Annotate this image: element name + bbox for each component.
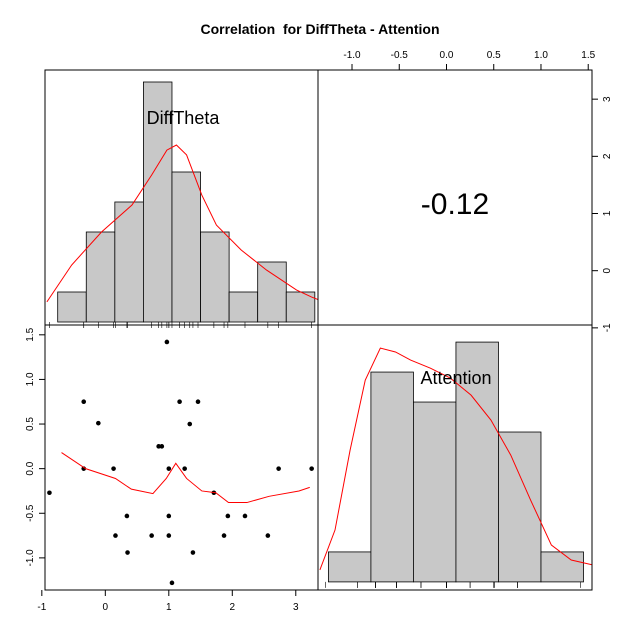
x2-tick-label: 0.5 <box>487 50 501 61</box>
y2-tick-label: 2 <box>602 153 613 159</box>
panel-frame <box>44 324 319 591</box>
histogram-bar <box>540 551 584 583</box>
histogram-bar <box>257 261 287 323</box>
scatter-point <box>96 420 101 426</box>
y2-tick-label: 0 <box>602 267 613 273</box>
y-tick-label: -0.5 <box>25 504 36 522</box>
scatter-point <box>81 399 87 405</box>
scatter-point <box>47 490 52 496</box>
scatter-point <box>187 421 193 427</box>
variable-label: DiffTheta <box>147 108 221 128</box>
scatter-point <box>195 399 201 405</box>
scatter-point <box>177 399 182 405</box>
scatter-point <box>242 513 248 519</box>
x-tick-label: 2 <box>230 602 236 613</box>
chart-title: Correlation for DiffTheta - Attention <box>200 21 439 37</box>
histogram-bar <box>498 431 542 583</box>
scatter-point <box>164 339 170 345</box>
variable-label: Attention <box>420 368 491 388</box>
histogram-bar <box>285 291 316 323</box>
scatter-point <box>159 444 165 449</box>
y-tick-label: -1.0 <box>25 549 36 567</box>
scatter-point <box>111 466 116 471</box>
histogram-bar <box>327 551 372 583</box>
scatter-point <box>265 533 271 538</box>
histogram-bar <box>114 201 144 323</box>
y-tick-label: 1.5 <box>25 327 36 341</box>
scatter-point <box>166 513 172 519</box>
scatter-point <box>309 466 314 471</box>
histogram-bar <box>143 81 173 323</box>
scatter-point <box>156 444 161 449</box>
scatter-point <box>182 466 187 471</box>
scatter-point <box>169 580 175 586</box>
x-tick-label: 0 <box>103 602 109 613</box>
x-tick-label: 1 <box>166 602 172 613</box>
scatter-point <box>166 533 172 538</box>
histogram-bar <box>200 231 230 323</box>
histogram-bar <box>85 231 116 323</box>
x-tick-label: 3 <box>293 602 299 613</box>
y-tick-label: 0.0 <box>25 461 36 475</box>
x-tick-label: -1 <box>37 602 46 613</box>
correlation-value: -0.12 <box>421 188 489 221</box>
scatter-point <box>81 466 87 471</box>
histogram-bar <box>171 171 201 323</box>
x2-tick-label: 0.0 <box>440 50 454 61</box>
density-line <box>46 144 318 303</box>
y2-tick-label: 3 <box>602 96 613 102</box>
x2-tick-label: 1.5 <box>581 50 595 61</box>
scatter-point <box>276 466 281 471</box>
scatter-point <box>225 513 231 519</box>
y2-tick-label: 1 <box>602 210 613 216</box>
histogram-bar <box>370 371 414 583</box>
scatter-point <box>166 466 172 471</box>
x2-tick-label: -0.5 <box>391 50 409 61</box>
y-tick-label: 1.0 <box>25 372 36 386</box>
y2-tick-label: -1 <box>602 323 613 332</box>
scatter-point <box>190 550 196 555</box>
scatter-point <box>125 550 130 555</box>
histogram-bar <box>413 401 457 583</box>
x2-tick-label: 1.0 <box>534 50 548 61</box>
scatter-point <box>221 533 227 538</box>
panel-frame <box>317 324 593 591</box>
smooth-line <box>61 452 310 504</box>
histogram-bar <box>57 291 87 323</box>
scatter-point <box>113 533 118 538</box>
density-line <box>319 347 592 571</box>
scatter-point <box>149 533 154 538</box>
histogram-bar <box>228 291 259 323</box>
y-tick-label: 0.5 <box>25 417 36 431</box>
scatter-point <box>124 513 130 519</box>
histogram-bar <box>455 341 499 583</box>
x2-tick-label: -1.0 <box>343 50 361 61</box>
